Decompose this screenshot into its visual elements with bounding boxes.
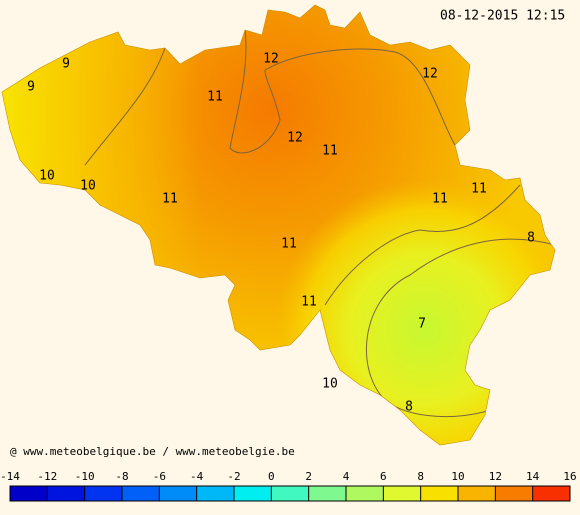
- contour-label: 11: [301, 295, 317, 310]
- timestamp: 08-12-2015 12:15: [440, 9, 565, 24]
- contour-label: 10: [80, 179, 96, 194]
- colorbar-segment: [532, 486, 570, 501]
- colorbar-tick-label: -8: [115, 470, 128, 483]
- contour-label: 10: [39, 169, 55, 184]
- contour-label: 12: [422, 67, 438, 82]
- colorbar-tick-label: 2: [305, 470, 312, 483]
- contour-label: 11: [207, 90, 223, 105]
- contour-label: 9: [27, 80, 35, 95]
- contours: [84, 29, 555, 417]
- contour-label: 8: [405, 400, 413, 415]
- colorbar-tick-label: -12: [37, 470, 57, 483]
- colorbar-tick-label: 14: [526, 470, 540, 483]
- colorbar-segment: [122, 486, 160, 501]
- colorbar-segment: [308, 486, 346, 501]
- colorbar-segment: [420, 486, 458, 501]
- contour-label: 8: [527, 231, 535, 246]
- colorbar-segment: [10, 486, 48, 501]
- colorbar-segment: [383, 486, 421, 501]
- colorbar-segment: [196, 486, 234, 501]
- colorbar-tick-label: -2: [227, 470, 240, 483]
- contour-label: 12: [263, 52, 279, 67]
- colorbar-segment: [495, 486, 533, 501]
- credit: @ www.meteobelgique.be / www.meteobelgie…: [10, 445, 295, 458]
- colorbar-tick-label: 10: [451, 470, 464, 483]
- colorbar-tick-label: 6: [380, 470, 387, 483]
- contour-labels: 9 9 11 12 12 12 11 10 10 11 11 11 11 8 11 7 10 8: [27, 52, 535, 415]
- colorbar-tick-label: 0: [268, 470, 275, 483]
- contour-label: 10: [322, 377, 338, 392]
- contour-label: 11: [281, 237, 297, 252]
- colorbar-tick-label: 4: [343, 470, 350, 483]
- colorbar-tick-label: 12: [489, 470, 502, 483]
- contour-label: 7: [418, 317, 426, 332]
- colorbar-tick-label: -4: [190, 470, 204, 483]
- contour-label: 9: [62, 57, 70, 72]
- map-fill: [2, 5, 555, 445]
- colorbar-tick-label: 8: [417, 470, 424, 483]
- colorbar-tick-label: -10: [75, 470, 95, 483]
- contour-label: 11: [471, 182, 487, 197]
- colorbar-segment: [234, 486, 272, 501]
- colorbar-segment: [458, 486, 496, 501]
- colorbar-segment: [159, 486, 197, 501]
- colorbar-segment: [346, 486, 384, 501]
- contour-label: 11: [162, 192, 178, 207]
- colorbar-tick-label: -6: [153, 470, 166, 483]
- contour-label: 12: [287, 131, 303, 146]
- colorbar-tick-label: 16: [563, 470, 576, 483]
- contour-label: 11: [322, 144, 338, 159]
- contour-label: 11: [432, 192, 448, 207]
- colorbar-segment: [84, 486, 122, 501]
- colorbar-segment: [271, 486, 309, 501]
- colorbar: -14 -12 -10 -8 -6 -4 -2 0 2 4 6 8 10 12 14 16: [0, 470, 577, 502]
- colorbar-segment: [47, 486, 85, 501]
- colorbar-tick-label: -14: [0, 470, 20, 483]
